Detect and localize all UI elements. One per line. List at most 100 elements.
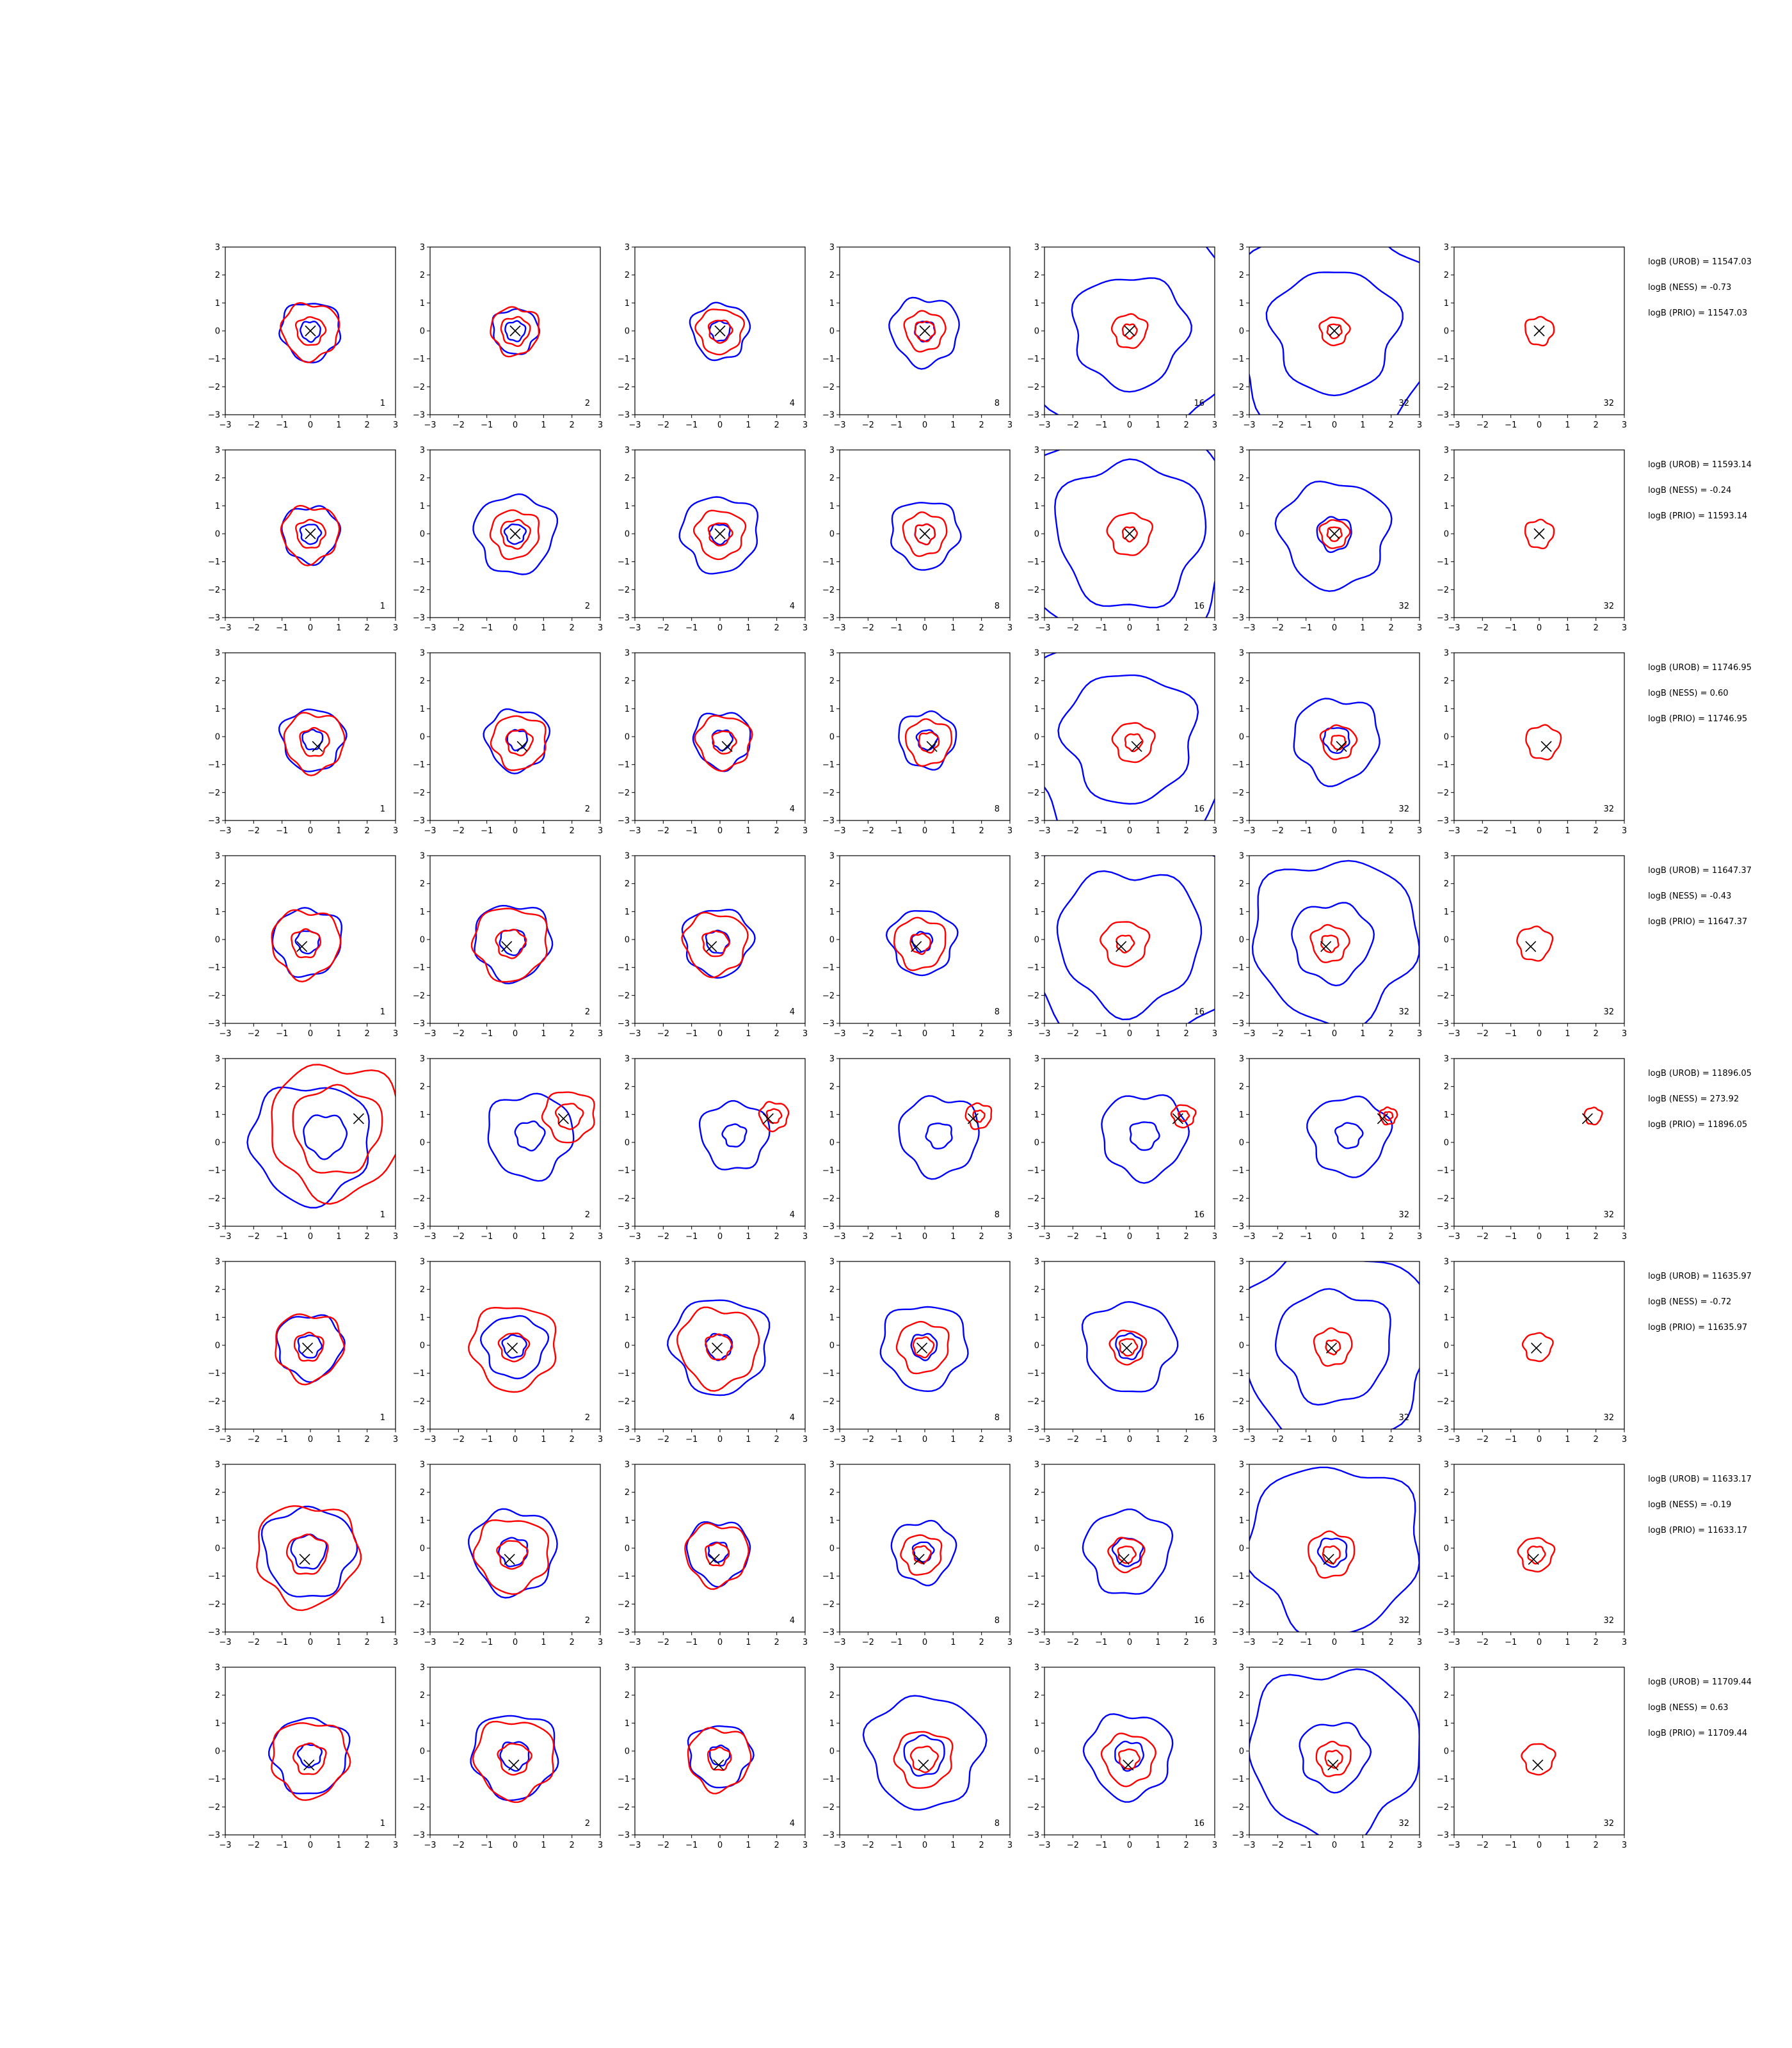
x-tick-label: −1 [890, 1638, 902, 1647]
marker-x [509, 528, 521, 540]
panel-label: 1 [380, 399, 385, 408]
x-tick-label: −3 [628, 1638, 641, 1647]
red-contour [1100, 921, 1151, 968]
y-tick-label: 2 [215, 1285, 220, 1295]
blue-contour [1274, 1288, 1391, 1406]
x-tick-label: −2 [452, 1841, 465, 1850]
x-tick-label: −3 [1448, 623, 1460, 633]
x-tick-label: −2 [657, 826, 669, 836]
marker-x [299, 1553, 310, 1565]
x-tick-label: −2 [1476, 420, 1489, 430]
y-tick-label: −3 [1232, 1831, 1244, 1841]
y-tick-label: 0 [829, 1139, 835, 1148]
marker-x [721, 740, 733, 752]
x-tick-label: −1 [276, 826, 288, 836]
y-tick-label: −1 [208, 1775, 220, 1784]
blue-contour [915, 729, 939, 751]
x-tick-label: −3 [424, 1029, 436, 1039]
blue-contour [1044, 856, 1215, 1023]
y-tick-label: 0 [215, 530, 220, 540]
y-tick-label: 3 [1444, 1460, 1449, 1470]
x-tick-label: −1 [276, 1841, 288, 1850]
x-tick-label: −2 [248, 623, 260, 633]
panel-r6-c7: −3−3 −2 −2 −1 −1 0 0 1 1 2 2 3 3 32 [1437, 1258, 1627, 1445]
panel-r2-c3: −3−3 −2 −2 −1 −1 0 0 1 1 2 2 3 3 4 [618, 446, 808, 634]
x-tick-label: 3 [1007, 1841, 1012, 1850]
y-tick-label: −1 [1437, 1166, 1449, 1176]
axes-frame [1249, 855, 1420, 1024]
x-tick-label: −3 [1243, 1638, 1255, 1647]
x-tick-label: 3 [1417, 1435, 1422, 1444]
x-tick-label: −2 [1272, 1029, 1284, 1039]
panel-r7-c2: −3−3 −2 −2 −1 −1 0 0 1 1 2 2 3 3 2 [413, 1460, 603, 1648]
y-tick-label: 2 [1444, 1285, 1449, 1295]
red-contour [707, 1746, 732, 1772]
x-tick-label: 0 [513, 623, 518, 633]
y-tick-label: 3 [1239, 1663, 1244, 1673]
panel-label: 16 [1194, 1210, 1204, 1220]
y-tick-label: −2 [1437, 586, 1449, 595]
plot-area [1249, 1261, 1420, 1429]
red-contour [1516, 925, 1554, 962]
x-tick-label: 2 [1594, 1029, 1599, 1039]
x-tick-label: 2 [365, 1029, 370, 1039]
panel-label: 4 [790, 1819, 795, 1828]
panel-r2-c6: −3−3 −2 −2 −1 −1 0 0 1 1 2 2 3 3 32 [1232, 446, 1422, 634]
red-contour [1379, 1106, 1398, 1126]
x-tick-label: 3 [1007, 1435, 1012, 1444]
y-tick-label: −2 [1437, 1194, 1449, 1204]
y-tick-label: −1 [1232, 963, 1244, 973]
red-contour [1326, 526, 1343, 542]
x-tick-label: 0 [513, 1638, 518, 1647]
y-tick-label: 3 [215, 243, 220, 253]
panel-r1-c5: −3−3 −2 −2 −1 −1 0 0 1 1 2 2 3 3 16 [1027, 243, 1217, 431]
x-tick-label: 3 [803, 1638, 808, 1647]
x-tick-label: 3 [1212, 623, 1217, 633]
y-tick-label: 3 [829, 1663, 835, 1673]
plot-area [890, 1519, 957, 1587]
blue-contour [898, 710, 957, 771]
panel-r1-c1: −3−3 −2 −2 −1 −1 0 0 1 1 2 2 3 3 1 [208, 243, 398, 431]
x-tick-label: −3 [1038, 1841, 1050, 1850]
x-tick-label: 3 [598, 1841, 603, 1850]
y-tick-label: 2 [1034, 1691, 1039, 1700]
y-tick-label: −2 [208, 1194, 220, 1204]
red-contour [900, 1534, 943, 1576]
blue-contour [1101, 1094, 1190, 1184]
axes-frame [429, 1667, 601, 1836]
y-tick-label: −2 [618, 788, 630, 798]
stat-text: logB (PRIO) = 11635.97 [1648, 1323, 1747, 1332]
y-tick-label: 0 [420, 1544, 425, 1554]
x-tick-label: 3 [803, 623, 808, 633]
y-tick-label: −2 [1232, 586, 1244, 595]
x-tick-label: −3 [219, 1638, 231, 1647]
y-tick-label: −1 [1437, 1369, 1449, 1379]
y-tick-label: −2 [1232, 991, 1244, 1001]
plot-area [246, 1064, 396, 1209]
y-tick-label: 3 [420, 1258, 425, 1267]
y-tick-label: 3 [829, 852, 835, 861]
y-tick-label: −2 [413, 1803, 425, 1812]
red-contour [1583, 1107, 1603, 1126]
y-tick-label: 3 [1239, 852, 1244, 861]
y-tick-label: −3 [1027, 614, 1039, 623]
blue-contour [1071, 277, 1192, 393]
blue-contour [499, 1741, 530, 1772]
x-tick-label: −1 [481, 1232, 493, 1242]
x-tick-label: 3 [1622, 1638, 1627, 1647]
x-tick-label: 2 [570, 420, 575, 430]
y-tick-label: −3 [208, 1020, 220, 1029]
marker-x [714, 325, 726, 337]
plot-area [268, 1716, 351, 1801]
x-tick-label: 1 [1155, 1029, 1160, 1039]
y-tick-label: 2 [420, 474, 425, 483]
panel-label: 4 [790, 1616, 795, 1626]
y-tick-label: −1 [618, 1775, 630, 1784]
stat-text: logB (NESS) = -0.24 [1648, 486, 1731, 495]
stat-text: logB (NESS) = -0.73 [1648, 283, 1731, 292]
x-tick-label: −1 [1300, 1638, 1312, 1647]
axes-frame [634, 652, 806, 821]
panel-r7-c4: −3−3 −2 −2 −1 −1 0 0 1 1 2 2 3 3 8 [822, 1460, 1012, 1648]
stat-text: logB (UROB) = 11896.05 [1648, 1069, 1752, 1078]
